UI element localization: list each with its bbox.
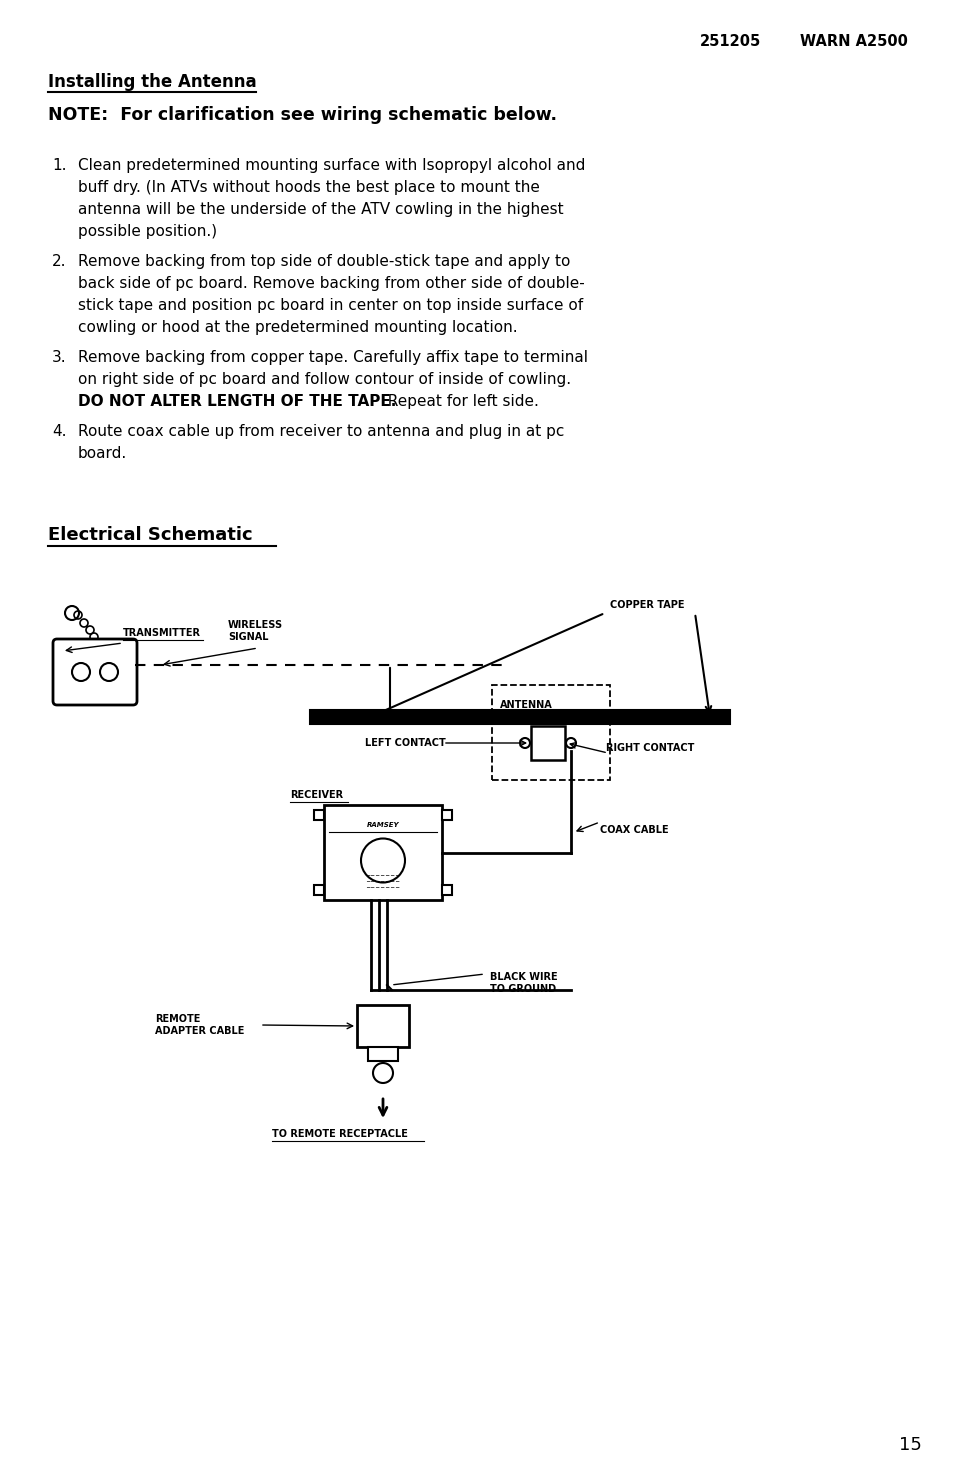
Text: back side of pc board. Remove backing from other side of double-: back side of pc board. Remove backing fr… — [78, 276, 584, 291]
Bar — [314, 885, 324, 895]
Bar — [314, 810, 324, 820]
Text: COAX CABLE: COAX CABLE — [599, 825, 668, 835]
Text: 1.: 1. — [52, 158, 67, 173]
Text: cowling or hood at the predetermined mounting location.: cowling or hood at the predetermined mou… — [78, 320, 517, 335]
Text: 2.: 2. — [52, 254, 67, 268]
Text: Electrical Schematic: Electrical Schematic — [48, 527, 253, 544]
Text: Remove backing from copper tape. Carefully affix tape to terminal: Remove backing from copper tape. Careful… — [78, 350, 587, 364]
Text: 251205: 251205 — [700, 34, 760, 50]
Text: board.: board. — [78, 445, 127, 462]
Bar — [441, 885, 452, 895]
Text: ─ ─ ─ ─ ─ ─ ─: ─ ─ ─ ─ ─ ─ ─ — [366, 886, 399, 891]
Circle shape — [565, 738, 576, 748]
Text: COPPER TAPE: COPPER TAPE — [609, 600, 684, 611]
Bar — [356, 1004, 409, 1047]
Bar — [441, 810, 452, 820]
Circle shape — [373, 1063, 393, 1083]
Text: LEFT CONTACT: LEFT CONTACT — [365, 738, 445, 748]
Text: DO NOT ALTER LENGTH OF THE TAPE.: DO NOT ALTER LENGTH OF THE TAPE. — [78, 394, 395, 409]
Text: NOTE:  For clarification see wiring schematic below.: NOTE: For clarification see wiring schem… — [48, 106, 557, 124]
Text: TO REMOTE RECEPTACLE: TO REMOTE RECEPTACLE — [272, 1128, 408, 1139]
Text: RECEIVER: RECEIVER — [290, 791, 343, 799]
Text: antenna will be the underside of the ATV cowling in the highest: antenna will be the underside of the ATV… — [78, 202, 563, 217]
Text: ─ ─ ─ ─ ─ ─ ─: ─ ─ ─ ─ ─ ─ ─ — [366, 875, 399, 879]
Text: BLACK WIRE
TO GROUND: BLACK WIRE TO GROUND — [490, 972, 558, 994]
Bar — [368, 1047, 397, 1061]
Text: stick tape and position pc board in center on top inside surface of: stick tape and position pc board in cent… — [78, 298, 582, 313]
FancyBboxPatch shape — [53, 639, 137, 705]
Text: Repeat for left side.: Repeat for left side. — [377, 394, 538, 409]
Bar — [310, 709, 729, 724]
Text: 4.: 4. — [52, 423, 67, 440]
Text: RIGHT CONTACT: RIGHT CONTACT — [605, 743, 694, 754]
Bar — [531, 726, 564, 760]
Text: buff dry. (In ATVs without hoods the best place to mount the: buff dry. (In ATVs without hoods the bes… — [78, 180, 539, 195]
Text: Remove backing from top side of double-stick tape and apply to: Remove backing from top side of double-s… — [78, 254, 570, 268]
Text: WIRELESS
SIGNAL: WIRELESS SIGNAL — [228, 620, 283, 643]
Text: ANTENNA: ANTENNA — [499, 701, 552, 709]
Bar — [324, 805, 441, 900]
Text: 15: 15 — [898, 1437, 921, 1454]
Text: 3.: 3. — [52, 350, 67, 364]
Text: Clean predetermined mounting surface with Isopropyl alcohol and: Clean predetermined mounting surface wit… — [78, 158, 585, 173]
Bar — [492, 684, 609, 780]
Text: RAMSEY: RAMSEY — [366, 822, 399, 827]
Text: on right side of pc board and follow contour of inside of cowling.: on right side of pc board and follow con… — [78, 372, 571, 386]
Circle shape — [519, 738, 530, 748]
Text: possible position.): possible position.) — [78, 224, 217, 239]
Text: REMOTE
ADAPTER CABLE: REMOTE ADAPTER CABLE — [154, 1013, 244, 1037]
Text: WARN A2500: WARN A2500 — [800, 34, 907, 50]
Text: TRANSMITTER: TRANSMITTER — [123, 628, 201, 639]
Text: ─ ─ ─ ─ ─ ─ ─: ─ ─ ─ ─ ─ ─ ─ — [366, 881, 399, 885]
Text: Route coax cable up from receiver to antenna and plug in at pc: Route coax cable up from receiver to ant… — [78, 423, 564, 440]
Text: Installing the Antenna: Installing the Antenna — [48, 72, 256, 91]
